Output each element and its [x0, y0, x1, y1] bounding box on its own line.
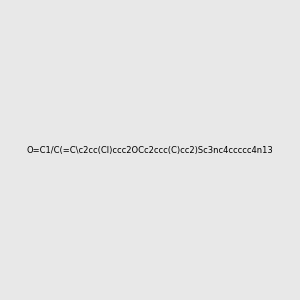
- Text: O=C1/C(=C\c2cc(Cl)ccc2OCc2ccc(C)cc2)Sc3nc4ccccc4n13: O=C1/C(=C\c2cc(Cl)ccc2OCc2ccc(C)cc2)Sc3n…: [27, 146, 273, 154]
